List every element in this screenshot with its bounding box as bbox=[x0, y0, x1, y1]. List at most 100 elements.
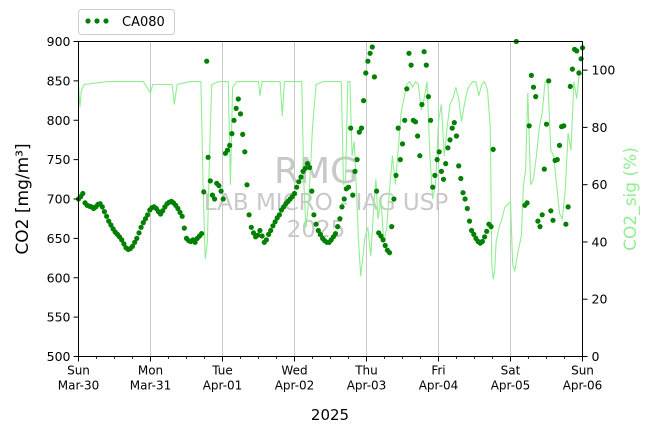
co2-point bbox=[134, 235, 140, 241]
co2-point bbox=[574, 48, 580, 54]
co2-point bbox=[406, 50, 412, 56]
co2-point bbox=[374, 188, 380, 194]
co2-point bbox=[440, 176, 447, 182]
x-axis-label: 2025 bbox=[311, 406, 349, 424]
co2-point bbox=[464, 205, 470, 212]
co2-point bbox=[458, 175, 464, 182]
co2-point bbox=[546, 78, 552, 84]
co2-point bbox=[272, 219, 278, 225]
co2-point bbox=[227, 142, 233, 148]
y-right-tick-label: 100 bbox=[592, 63, 616, 78]
co2-point bbox=[104, 213, 110, 219]
co2-dots-layer bbox=[75, 38, 586, 256]
y-right-tick-label: 0 bbox=[592, 349, 600, 364]
co2-point bbox=[399, 141, 406, 147]
co2-point bbox=[268, 227, 274, 234]
y-left-tick-label: 700 bbox=[47, 192, 71, 207]
co2-point bbox=[199, 231, 205, 237]
co2-point bbox=[248, 224, 254, 230]
co2-point bbox=[361, 98, 367, 104]
co2-point bbox=[404, 86, 410, 92]
legend: CA080 bbox=[78, 9, 175, 35]
x-tick-label-day: Sun bbox=[67, 364, 90, 378]
co2-point bbox=[453, 133, 460, 139]
co2-point bbox=[263, 237, 269, 243]
co2-point bbox=[266, 231, 272, 237]
co2-point bbox=[395, 125, 401, 131]
co2-point bbox=[270, 223, 276, 229]
co2-point bbox=[231, 117, 237, 123]
co2-point bbox=[380, 237, 386, 243]
co2-point bbox=[233, 105, 239, 111]
co2-point bbox=[209, 192, 215, 198]
co2-point bbox=[490, 146, 496, 152]
co2-point bbox=[539, 212, 545, 218]
co2-point bbox=[378, 233, 384, 239]
co2-point bbox=[528, 72, 535, 78]
co2-point bbox=[138, 224, 144, 230]
co2-point bbox=[438, 168, 444, 174]
y-left-tick-label: 850 bbox=[47, 73, 71, 88]
co2-point bbox=[216, 183, 222, 189]
co2-point bbox=[315, 227, 321, 234]
co2-point bbox=[309, 188, 315, 194]
co2-point bbox=[142, 216, 149, 222]
co2-point bbox=[533, 94, 539, 100]
watermark-line-1: RMG bbox=[274, 151, 358, 192]
co2-point bbox=[244, 182, 250, 188]
watermark: RMG LAB MICRO - IAG USP 2025 bbox=[204, 151, 449, 243]
co2-point bbox=[235, 96, 241, 102]
x-tick-label-day: Thu bbox=[354, 364, 378, 378]
co2-point bbox=[402, 117, 408, 123]
x-tick-label-date: Apr-06 bbox=[563, 379, 603, 393]
co2-point bbox=[471, 231, 477, 237]
co2-point bbox=[145, 212, 151, 218]
x-tick-label-date: Mar-30 bbox=[58, 379, 99, 393]
co2-point bbox=[382, 242, 388, 249]
co2-point bbox=[389, 224, 395, 230]
co2-point bbox=[296, 179, 302, 185]
co2-point bbox=[550, 217, 556, 223]
co2-point bbox=[524, 200, 530, 206]
co2-point bbox=[369, 44, 375, 50]
co2-point bbox=[291, 190, 298, 197]
co2-point bbox=[447, 137, 453, 143]
co2-point bbox=[212, 196, 218, 202]
co2-point bbox=[140, 220, 146, 226]
co2-point bbox=[106, 218, 112, 224]
co2-point bbox=[548, 208, 554, 214]
x-tick-label-day: Mon bbox=[138, 364, 163, 378]
co2-point bbox=[358, 125, 365, 131]
co2-point bbox=[259, 233, 265, 239]
co2-point bbox=[488, 224, 494, 230]
co2-point bbox=[430, 184, 436, 190]
co2-point bbox=[466, 218, 473, 224]
co2-point bbox=[535, 218, 541, 224]
co2-point bbox=[363, 70, 369, 76]
co2-point bbox=[348, 125, 354, 131]
co2-point bbox=[412, 119, 419, 125]
co2-point bbox=[332, 231, 339, 237]
co2-point bbox=[108, 222, 114, 228]
co2-point bbox=[443, 161, 449, 167]
co2-point bbox=[415, 133, 421, 139]
co2-point bbox=[204, 58, 210, 64]
y-right-tick-label: 20 bbox=[592, 292, 608, 307]
co2-point bbox=[526, 123, 532, 129]
co2-point bbox=[160, 208, 166, 214]
legend-frame bbox=[78, 9, 175, 35]
x-tick-label-day: Fri bbox=[431, 364, 445, 378]
co2-point bbox=[132, 239, 138, 245]
co2-point bbox=[397, 157, 403, 163]
co2-point bbox=[255, 232, 261, 238]
co2-point bbox=[175, 205, 181, 212]
co2-point bbox=[479, 238, 485, 245]
co2-point bbox=[80, 190, 86, 197]
co2-point bbox=[371, 74, 377, 80]
x-tick-label-day: Sun bbox=[571, 364, 594, 378]
co2-point bbox=[313, 221, 319, 227]
x-tick-label-day: Wed bbox=[281, 364, 307, 378]
co2-point bbox=[567, 83, 573, 89]
co2-point bbox=[129, 243, 136, 249]
legend-marker bbox=[94, 18, 100, 24]
